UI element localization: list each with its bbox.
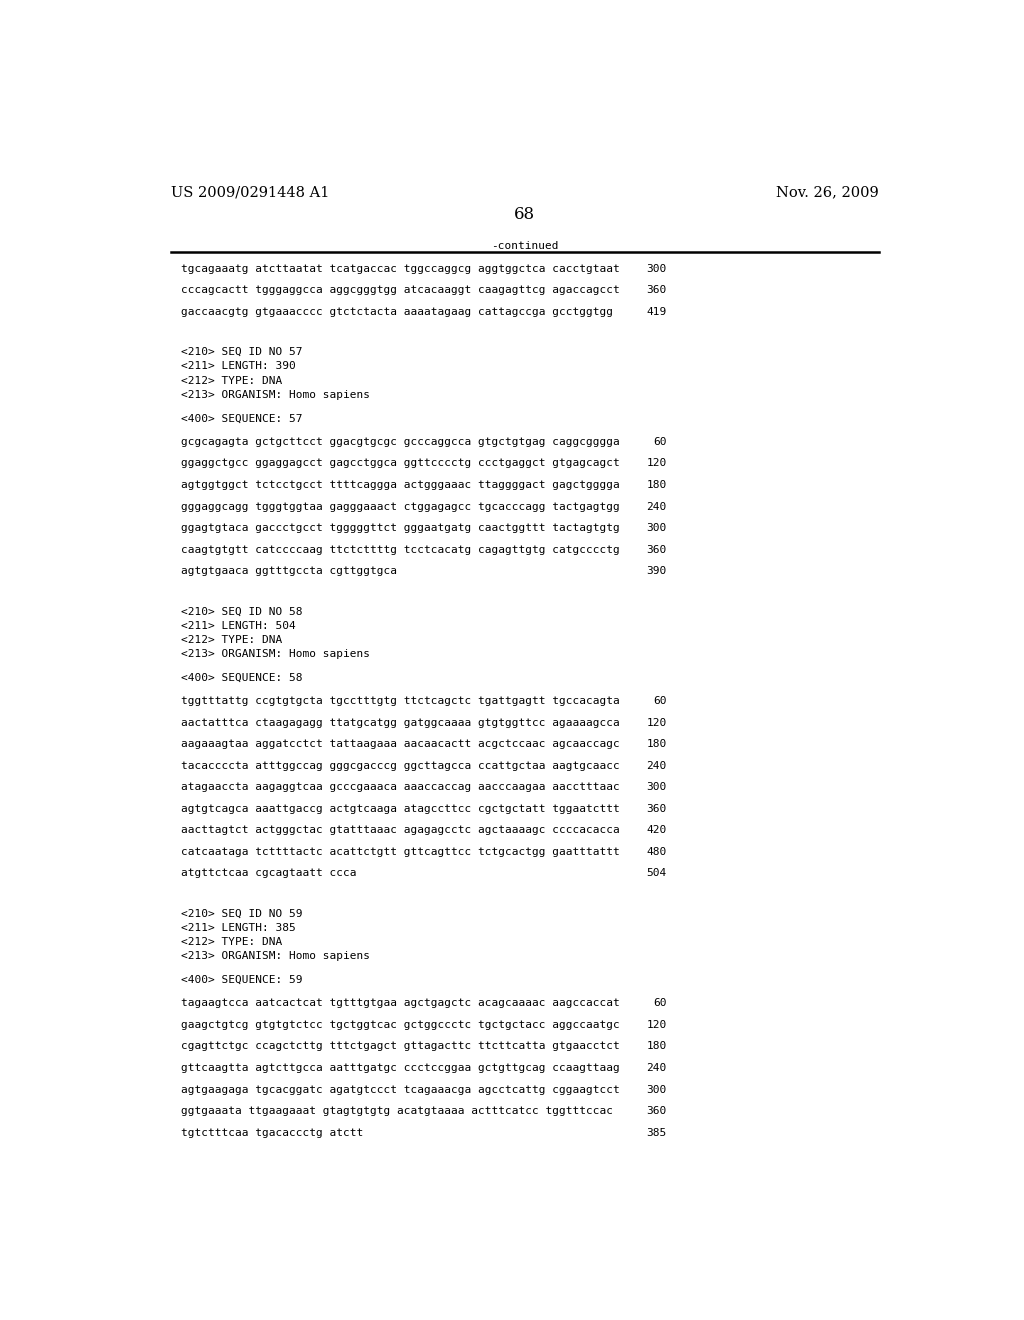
Text: tagaagtcca aatcactcat tgtttgtgaa agctgagctc acagcaaaac aagccaccat: tagaagtcca aatcactcat tgtttgtgaa agctgag… (180, 998, 620, 1008)
Text: US 2009/0291448 A1: US 2009/0291448 A1 (171, 185, 329, 199)
Text: 360: 360 (646, 545, 667, 554)
Text: 120: 120 (646, 718, 667, 727)
Text: ggtgaaata ttgaagaaat gtagtgtgtg acatgtaaaa actttcatcc tggtttccac: ggtgaaata ttgaagaaat gtagtgtgtg acatgtaa… (180, 1106, 612, 1117)
Text: <213> ORGANISM: Homo sapiens: <213> ORGANISM: Homo sapiens (180, 649, 370, 659)
Text: 480: 480 (646, 847, 667, 857)
Text: tgcagaaatg atcttaatat tcatgaccac tggccaggcg aggtggctca cacctgtaat: tgcagaaatg atcttaatat tcatgaccac tggccag… (180, 264, 620, 273)
Text: aacttagtct actgggctac gtatttaaac agagagcctc agctaaaagc ccccacacca: aacttagtct actgggctac gtatttaaac agagagc… (180, 825, 620, 836)
Text: <213> ORGANISM: Homo sapiens: <213> ORGANISM: Homo sapiens (180, 389, 370, 400)
Text: <210> SEQ ID NO 59: <210> SEQ ID NO 59 (180, 908, 302, 919)
Text: agtggtggct tctcctgcct ttttcaggga actgggaaac ttaggggact gagctgggga: agtggtggct tctcctgcct ttttcaggga actggga… (180, 480, 620, 490)
Text: 419: 419 (646, 308, 667, 317)
Text: 180: 180 (646, 1041, 667, 1052)
Text: aactatttca ctaagagagg ttatgcatgg gatggcaaaa gtgtggttcc agaaaagcca: aactatttca ctaagagagg ttatgcatgg gatggca… (180, 718, 620, 727)
Text: <400> SEQUENCE: 58: <400> SEQUENCE: 58 (180, 672, 302, 682)
Text: tacaccccta atttggccag gggcgacccg ggcttagcca ccattgctaa aagtgcaacc: tacaccccta atttggccag gggcgacccg ggcttag… (180, 760, 620, 771)
Text: 360: 360 (646, 1106, 667, 1117)
Text: gcgcagagta gctgcttcct ggacgtgcgc gcccaggcca gtgctgtgag caggcgggga: gcgcagagta gctgcttcct ggacgtgcgc gcccagg… (180, 437, 620, 447)
Text: 300: 300 (646, 264, 667, 273)
Text: 180: 180 (646, 480, 667, 490)
Text: catcaataga tcttttactc acattctgtt gttcagttcc tctgcactgg gaatttattt: catcaataga tcttttactc acattctgtt gttcagt… (180, 847, 620, 857)
Text: agtgaagaga tgcacggatc agatgtccct tcagaaacga agcctcattg cggaagtcct: agtgaagaga tgcacggatc agatgtccct tcagaaa… (180, 1085, 620, 1094)
Text: <400> SEQUENCE: 59: <400> SEQUENCE: 59 (180, 974, 302, 985)
Text: gaccaacgtg gtgaaacccc gtctctacta aaaatagaag cattagccga gcctggtgg: gaccaacgtg gtgaaacccc gtctctacta aaaatag… (180, 308, 612, 317)
Text: 420: 420 (646, 825, 667, 836)
Text: 240: 240 (646, 1063, 667, 1073)
Text: atagaaccta aagaggtcaa gcccgaaaca aaaccaccag aacccaagaa aacctttaac: atagaaccta aagaggtcaa gcccgaaaca aaaccac… (180, 783, 620, 792)
Text: 60: 60 (653, 696, 667, 706)
Text: <211> LENGTH: 504: <211> LENGTH: 504 (180, 620, 296, 631)
Text: <212> TYPE: DNA: <212> TYPE: DNA (180, 635, 282, 644)
Text: gggaggcagg tgggtggtaa gagggaaact ctggagagcc tgcacccagg tactgagtgg: gggaggcagg tgggtggtaa gagggaaact ctggaga… (180, 502, 620, 512)
Text: gaagctgtcg gtgtgtctcc tgctggtcac gctggccctc tgctgctacc aggccaatgc: gaagctgtcg gtgtgtctcc tgctggtcac gctggcc… (180, 1020, 620, 1030)
Text: Nov. 26, 2009: Nov. 26, 2009 (776, 185, 879, 199)
Text: -continued: -continued (492, 240, 558, 251)
Text: 120: 120 (646, 1020, 667, 1030)
Text: 390: 390 (646, 566, 667, 577)
Text: <212> TYPE: DNA: <212> TYPE: DNA (180, 376, 282, 385)
Text: 300: 300 (646, 523, 667, 533)
Text: aagaaagtaa aggatcctct tattaagaaa aacaacactt acgctccaac agcaaccagc: aagaaagtaa aggatcctct tattaagaaa aacaaca… (180, 739, 620, 750)
Text: 504: 504 (646, 869, 667, 879)
Text: tgtctttcaa tgacaccctg atctt: tgtctttcaa tgacaccctg atctt (180, 1127, 362, 1138)
Text: <210> SEQ ID NO 57: <210> SEQ ID NO 57 (180, 347, 302, 358)
Text: gttcaagtta agtcttgcca aatttgatgc ccctccggaa gctgttgcag ccaagttaag: gttcaagtta agtcttgcca aatttgatgc ccctccg… (180, 1063, 620, 1073)
Text: ggaggctgcc ggaggagcct gagcctggca ggttcccctg ccctgaggct gtgagcagct: ggaggctgcc ggaggagcct gagcctggca ggttccc… (180, 458, 620, 469)
Text: 180: 180 (646, 739, 667, 750)
Text: cccagcactt tgggaggcca aggcgggtgg atcacaaggt caagagttcg agaccagcct: cccagcactt tgggaggcca aggcgggtgg atcacaa… (180, 285, 620, 296)
Text: <400> SEQUENCE: 57: <400> SEQUENCE: 57 (180, 413, 302, 424)
Text: <211> LENGTH: 390: <211> LENGTH: 390 (180, 362, 296, 371)
Text: <210> SEQ ID NO 58: <210> SEQ ID NO 58 (180, 606, 302, 616)
Text: 360: 360 (646, 285, 667, 296)
Text: 240: 240 (646, 502, 667, 512)
Text: 60: 60 (653, 998, 667, 1008)
Text: 385: 385 (646, 1127, 667, 1138)
Text: 68: 68 (514, 206, 536, 223)
Text: 240: 240 (646, 760, 667, 771)
Text: tggtttattg ccgtgtgcta tgcctttgtg ttctcagctc tgattgagtt tgccacagta: tggtttattg ccgtgtgcta tgcctttgtg ttctcag… (180, 696, 620, 706)
Text: <212> TYPE: DNA: <212> TYPE: DNA (180, 937, 282, 946)
Text: 300: 300 (646, 783, 667, 792)
Text: agtgtcagca aaattgaccg actgtcaaga atagccttcc cgctgctatt tggaatcttt: agtgtcagca aaattgaccg actgtcaaga atagcct… (180, 804, 620, 814)
Text: agtgtgaaca ggtttgccta cgttggtgca: agtgtgaaca ggtttgccta cgttggtgca (180, 566, 396, 577)
Text: <213> ORGANISM: Homo sapiens: <213> ORGANISM: Homo sapiens (180, 952, 370, 961)
Text: 120: 120 (646, 458, 667, 469)
Text: <211> LENGTH: 385: <211> LENGTH: 385 (180, 923, 296, 933)
Text: 300: 300 (646, 1085, 667, 1094)
Text: atgttctcaa cgcagtaatt ccca: atgttctcaa cgcagtaatt ccca (180, 869, 356, 879)
Text: caagtgtgtt catccccaag ttctcttttg tcctcacatg cagagttgtg catgcccctg: caagtgtgtt catccccaag ttctcttttg tcctcac… (180, 545, 620, 554)
Text: 360: 360 (646, 804, 667, 814)
Text: 60: 60 (653, 437, 667, 447)
Text: ggagtgtaca gaccctgcct tgggggttct gggaatgatg caactggttt tactagtgtg: ggagtgtaca gaccctgcct tgggggttct gggaatg… (180, 523, 620, 533)
Text: cgagttctgc ccagctcttg tttctgagct gttagacttc ttcttcatta gtgaacctct: cgagttctgc ccagctcttg tttctgagct gttagac… (180, 1041, 620, 1052)
